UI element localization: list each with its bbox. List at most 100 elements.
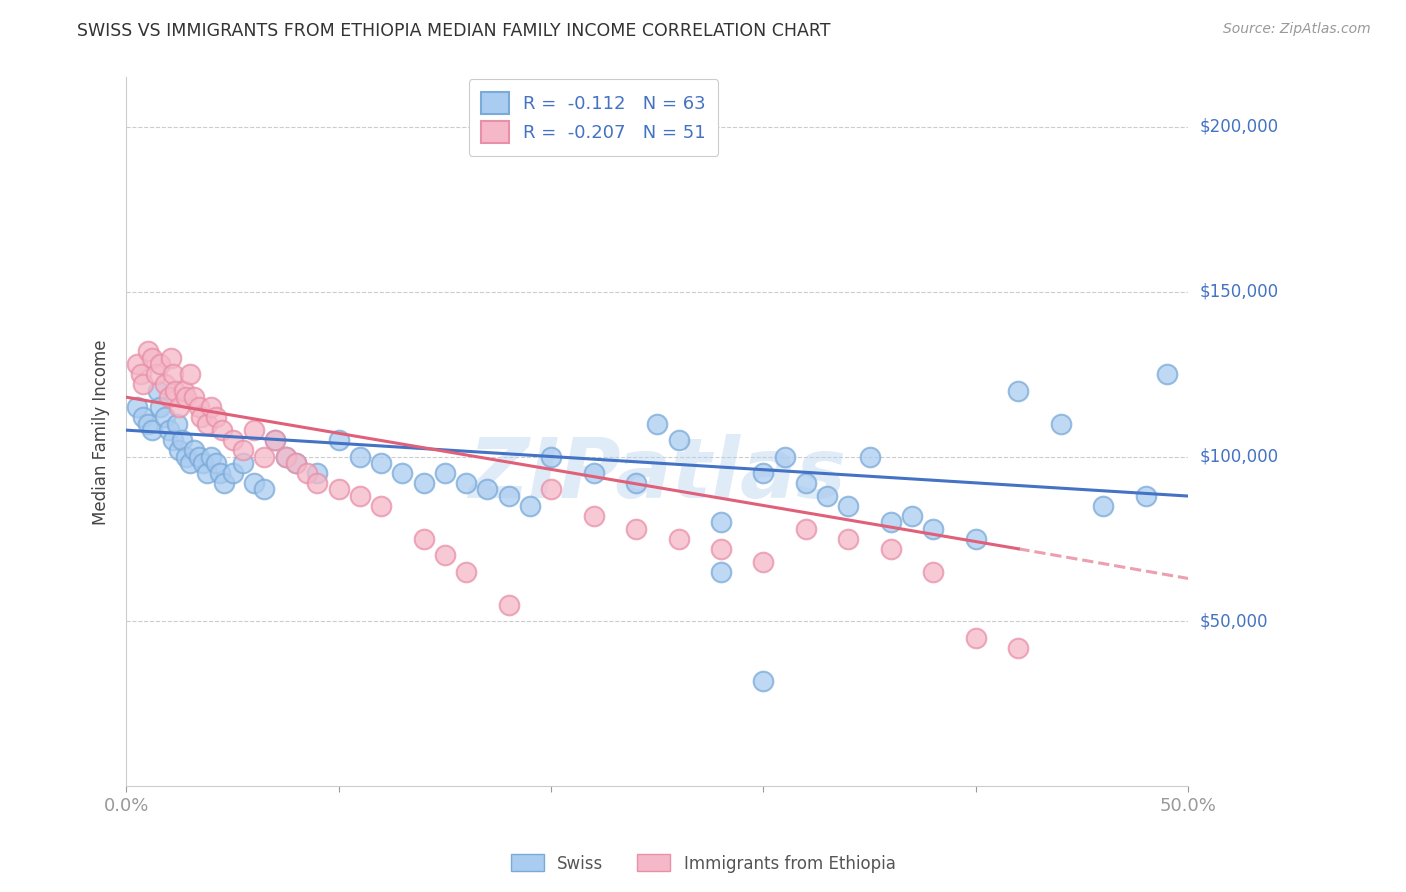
Point [195, 417, 218, 431]
Legend: Swiss, Immigrants from Ethiopia: Swiss, Immigrants from Ethiopia [503, 847, 903, 880]
Point [136, 417, 159, 431]
Point [540, 450, 562, 464]
Point [668, 433, 690, 447]
Point [162, 367, 184, 381]
Point [349, 450, 371, 464]
Point [456, 565, 478, 579]
Point [221, 466, 243, 480]
Point [132, 409, 155, 424]
Point [710, 565, 733, 579]
Point [668, 532, 690, 546]
Point [1050, 417, 1073, 431]
Point [1007, 640, 1029, 655]
Point [125, 400, 148, 414]
Point [880, 516, 903, 530]
Point [149, 357, 172, 371]
Point [498, 489, 520, 503]
Text: $150,000: $150,000 [1199, 283, 1278, 301]
Point [170, 433, 193, 447]
Point [794, 475, 817, 490]
Point [307, 475, 329, 490]
Point [211, 423, 233, 437]
Point [773, 450, 796, 464]
Point [174, 450, 197, 464]
Point [253, 483, 276, 497]
Point [815, 489, 838, 503]
Text: SWISS VS IMMIGRANTS FROM ETHIOPIA MEDIAN FAMILY INCOME CORRELATION CHART: SWISS VS IMMIGRANTS FROM ETHIOPIA MEDIAN… [77, 22, 831, 40]
Point [187, 400, 209, 414]
Point [183, 390, 205, 404]
Point [146, 384, 169, 398]
Point [264, 433, 287, 447]
Point [965, 631, 987, 645]
Point [125, 357, 148, 371]
Point [307, 466, 329, 480]
Point [187, 450, 209, 464]
Point [285, 456, 308, 470]
Point [169, 442, 191, 457]
Point [328, 483, 350, 497]
Point [195, 466, 218, 480]
Point [349, 489, 371, 503]
Point [859, 450, 882, 464]
Point [540, 483, 562, 497]
Point [519, 499, 541, 513]
Point [285, 456, 308, 470]
Point [179, 367, 201, 381]
Text: Source: ZipAtlas.com: Source: ZipAtlas.com [1223, 22, 1371, 37]
Point [433, 549, 456, 563]
Point [752, 466, 775, 480]
Point [157, 423, 180, 437]
Point [191, 456, 214, 470]
Point [129, 367, 152, 381]
Point [232, 442, 254, 457]
Point [242, 423, 264, 437]
Point [370, 456, 392, 470]
Point [162, 433, 184, 447]
Point [145, 367, 167, 381]
Point [391, 466, 413, 480]
Point [295, 466, 318, 480]
Point [328, 433, 350, 447]
Point [412, 532, 434, 546]
Point [837, 532, 859, 546]
Point [173, 384, 195, 398]
Point [200, 450, 222, 464]
Point [160, 351, 183, 365]
Point [710, 541, 733, 556]
Text: $200,000: $200,000 [1199, 118, 1278, 136]
Point [456, 475, 478, 490]
Point [153, 409, 176, 424]
Point [183, 442, 205, 457]
Text: $50,000: $50,000 [1199, 612, 1268, 631]
Point [221, 433, 243, 447]
Point [169, 400, 191, 414]
Point [752, 555, 775, 569]
Legend: R =  -0.112   N = 63, R =  -0.207   N = 51: R = -0.112 N = 63, R = -0.207 N = 51 [468, 79, 718, 156]
Point [141, 423, 163, 437]
Point [645, 417, 668, 431]
Point [212, 475, 235, 490]
Point [153, 376, 176, 391]
Point [149, 400, 172, 414]
Point [582, 508, 605, 523]
Point [190, 409, 212, 424]
Point [208, 466, 231, 480]
Point [752, 673, 775, 688]
Point [132, 376, 155, 391]
Point [274, 450, 297, 464]
Point [166, 417, 188, 431]
Point [174, 390, 197, 404]
Point [624, 475, 647, 490]
Point [200, 400, 222, 414]
Text: $100,000: $100,000 [1199, 448, 1278, 466]
Point [204, 409, 226, 424]
Point [136, 344, 159, 359]
Text: ZIPatlas: ZIPatlas [468, 434, 846, 515]
Point [880, 541, 903, 556]
Point [232, 456, 254, 470]
Point [204, 456, 226, 470]
Point [433, 466, 456, 480]
Point [477, 483, 499, 497]
Point [710, 516, 733, 530]
